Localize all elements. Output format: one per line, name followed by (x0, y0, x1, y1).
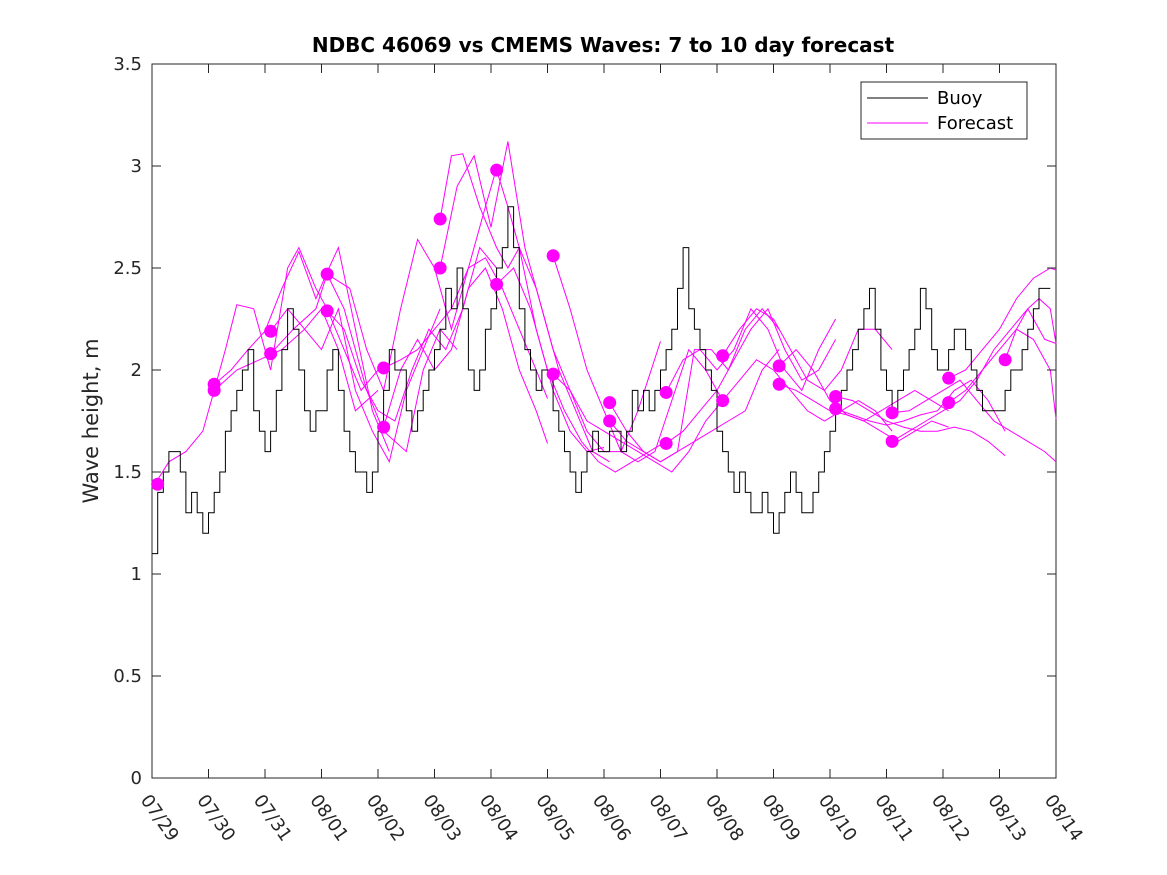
forecast-run-line (383, 267, 548, 444)
y-tick-label: 3 (131, 156, 142, 177)
plot-area (151, 63, 1057, 779)
forecast-start-marker (546, 367, 560, 381)
forecast-start-marker (207, 383, 221, 397)
forecast-start-marker (603, 414, 617, 428)
forecast-start-marker (942, 371, 956, 385)
forecast-start-marker (320, 304, 334, 318)
forecast-run-line (1004, 297, 1057, 360)
forecast-start-marker (885, 434, 899, 448)
forecast-start-marker (151, 477, 165, 491)
y-tick-label: 0 (131, 768, 142, 789)
forecast-start-marker (603, 396, 617, 410)
forecast-start-marker (772, 377, 786, 391)
forecast-start-marker (829, 390, 843, 404)
forecast-run-line (213, 246, 390, 392)
forecast-start-marker (264, 324, 278, 338)
buoy-line (152, 206, 1051, 555)
forecast-start-marker (772, 359, 786, 373)
forecast-run-line (778, 383, 949, 442)
forecast-start-marker (433, 212, 447, 226)
forecast-start-marker (716, 349, 730, 363)
y-axis-label: Wave height, m (79, 338, 103, 503)
legend-buoy-label: Buoy (937, 88, 983, 109)
forecast-start-marker (942, 396, 956, 410)
forecast-run-line (892, 379, 1057, 463)
chart-title: NDBC 46069 vs CMEMS Waves: 7 to 10 day f… (312, 33, 895, 57)
forecast-run-line (665, 307, 837, 444)
forecast-start-marker (885, 406, 899, 420)
forecast-run-line (213, 246, 390, 452)
legend-forecast-label: Forecast (937, 113, 1013, 134)
forecast-markers (151, 163, 1012, 491)
y-tick-label: 2.5 (113, 258, 142, 279)
forecast-run-line (722, 359, 893, 432)
y-tick-label: 3.5 (113, 54, 142, 75)
forecast-run-line (948, 267, 1057, 379)
y-tick-label: 1 (131, 564, 142, 585)
forecast-start-marker (998, 353, 1012, 367)
forecast-run-line (270, 307, 441, 464)
forecast-run-line (439, 153, 605, 453)
legend: Buoy Forecast (860, 81, 1028, 140)
forecast-run-line (948, 328, 1057, 420)
y-tick-label: 1.5 (113, 462, 142, 483)
forecast-start-marker (659, 436, 673, 450)
forecast-start-marker (490, 277, 504, 291)
forecast-run-line (326, 167, 498, 393)
forecast-start-marker (490, 163, 504, 177)
legend-box (860, 81, 1028, 140)
forecast-run-line (496, 267, 667, 473)
forecast-start-marker (377, 420, 391, 434)
forecast-run-line (609, 308, 780, 463)
forecast-start-marker (659, 385, 673, 399)
y-axis: 0 0.5 1 1.5 2 2.5 3 3.5 (113, 54, 1056, 789)
series-layer (152, 141, 1057, 555)
y-tick-label: 0.5 (113, 666, 142, 687)
forecast-start-marker (320, 267, 334, 281)
forecast-run-line (609, 349, 780, 463)
forecast-start-marker (264, 347, 278, 361)
forecast-start-marker (433, 261, 447, 275)
forecast-start-marker (546, 249, 560, 263)
forecast-run-line (552, 255, 724, 463)
forecast-run-line (835, 396, 1006, 457)
forecast-start-marker (829, 402, 843, 416)
forecast-start-marker (377, 361, 391, 375)
y-tick-label: 2 (131, 360, 142, 381)
forecast-start-marker (716, 394, 730, 408)
forecast-run-line (439, 141, 610, 463)
